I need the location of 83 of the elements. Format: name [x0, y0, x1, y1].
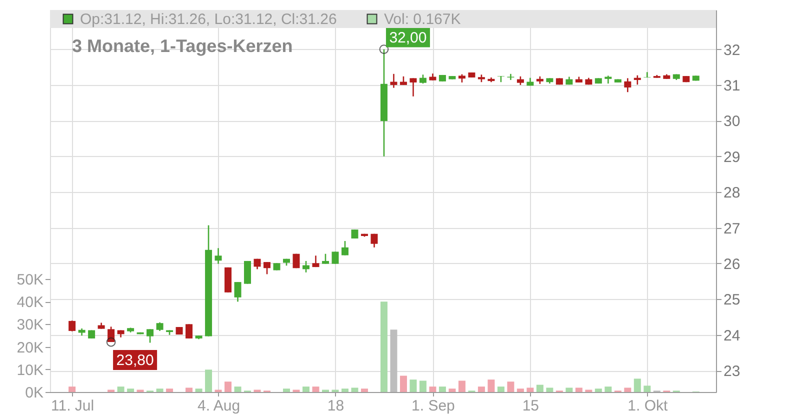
bar [68, 386, 76, 392]
bar [478, 386, 485, 392]
candlestick [624, 78, 632, 93]
y-tick-label: 27 [724, 220, 740, 238]
candlestick [410, 78, 417, 98]
bar [575, 388, 582, 392]
candlestick [390, 73, 398, 88]
y-tick-label: 23 [724, 363, 740, 380]
bar [195, 388, 202, 392]
y2-tick-label: 0K [25, 384, 44, 402]
legend-label: Op:31.12, Hi:31.26, Lo:31.12, Cl:31.26 [80, 11, 337, 28]
candlestick [68, 320, 76, 332]
bar [390, 330, 398, 392]
bar [419, 380, 426, 392]
bar [224, 382, 232, 392]
bar [458, 380, 466, 392]
bar [186, 388, 193, 392]
bar [488, 380, 495, 392]
candlestick [634, 74, 641, 86]
y-tick-label: 25 [724, 292, 740, 309]
bar [351, 388, 358, 392]
bar [604, 386, 612, 392]
candlestick [644, 71, 651, 78]
bar [312, 386, 320, 392]
y2-tick-label: 20K [16, 339, 44, 356]
x-tick-label: 18 [327, 398, 344, 414]
bar [410, 380, 417, 392]
text: 3 Monate, 1-Tages-Kerzen [72, 36, 293, 56]
legend-label: Vol: 0.167K [384, 11, 461, 28]
y2-tick-label: 50K [16, 271, 44, 288]
candlestick [186, 324, 193, 340]
bar [360, 388, 368, 392]
x-tick-label: 4. Aug [197, 398, 240, 414]
y-tick-label: 24 [724, 327, 740, 344]
bar [429, 386, 436, 392]
y-tick-label: 31 [724, 77, 740, 94]
bar [546, 388, 554, 392]
bar [644, 386, 651, 392]
y2-tick-label: 10K [16, 362, 44, 379]
x-tick-label: 11. Jul [51, 398, 94, 414]
bar [127, 388, 134, 392]
y-tick-label: 30 [724, 113, 740, 130]
candlestick [370, 233, 378, 248]
candlestick [332, 251, 339, 264]
candlestick [244, 260, 252, 284]
bar [438, 386, 446, 392]
bar [497, 386, 504, 392]
bar [156, 388, 164, 392]
y-tick-label: 28 [724, 184, 740, 202]
candlestick [214, 247, 222, 264]
y-tick-label: 32 [724, 42, 740, 59]
candlestick [322, 253, 329, 264]
y2-tick-label: 30K [16, 316, 44, 334]
bar [634, 378, 641, 392]
bar [380, 302, 388, 392]
bar [302, 386, 310, 392]
bar [594, 388, 602, 392]
bar [341, 388, 348, 392]
y-tick-label: 29 [724, 148, 740, 166]
bar [516, 388, 524, 392]
x-tick-label: 15 [522, 398, 540, 414]
y-tick-label: 26 [724, 256, 740, 273]
candlestick [264, 261, 271, 275]
bar [566, 388, 573, 392]
candlestick [234, 281, 242, 302]
candlestick [146, 328, 154, 344]
bar [234, 386, 242, 392]
bar [166, 388, 174, 392]
bar [205, 370, 212, 392]
bar [400, 376, 407, 392]
bar [448, 388, 456, 392]
y2-tick-label: 40K [16, 294, 44, 312]
bar [283, 388, 290, 392]
bar [624, 388, 632, 392]
candlestick [341, 240, 348, 256]
x-tick-label: 1. Okt [628, 398, 668, 414]
bar [536, 384, 544, 392]
bar [117, 386, 124, 392]
data-label: 23,80 [116, 352, 154, 370]
bar [526, 388, 534, 392]
x-tick-label: 1. Sep [412, 398, 455, 414]
bar [507, 382, 514, 392]
data-label: 32,00 [389, 29, 427, 46]
